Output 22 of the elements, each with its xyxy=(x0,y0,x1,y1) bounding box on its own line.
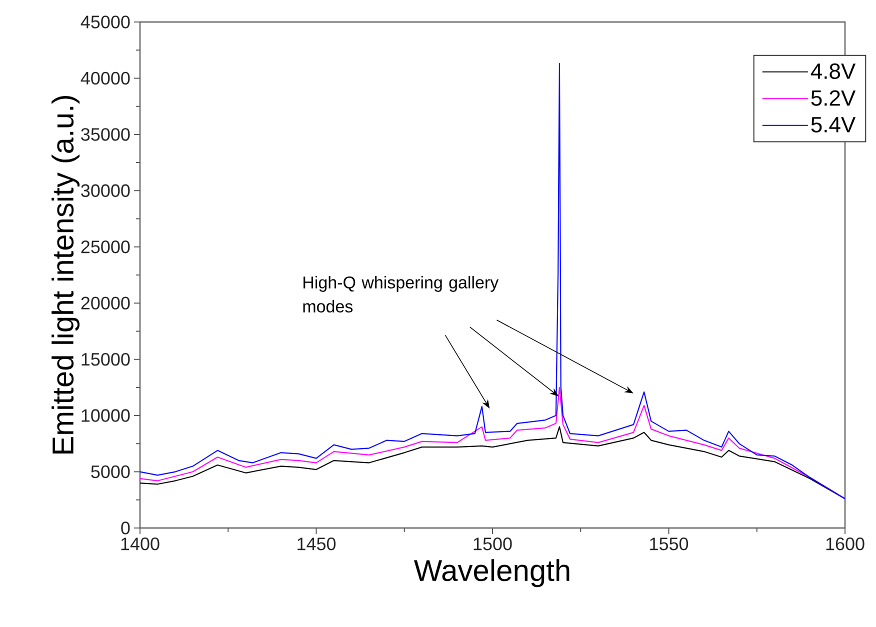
x-tick-label: 1500 xyxy=(474,538,512,550)
x-tick-label: 1400 xyxy=(121,538,160,550)
y-tick-label: 35000 xyxy=(81,128,130,141)
y-tick-label: 20000 xyxy=(81,296,130,310)
y-tick-label: 45000 xyxy=(80,16,130,28)
y-tick-label: 5000 xyxy=(91,465,130,478)
y-tick-label: 15000 xyxy=(82,352,130,366)
y-tick-label: 30000 xyxy=(81,184,130,198)
x-tick-label: 1550 xyxy=(650,538,688,550)
y-tick-label: 25000 xyxy=(81,240,130,254)
annotation: High-Q whispering gallery modes xyxy=(303,276,499,312)
legend-label: 5.4V xyxy=(811,117,856,132)
y-tick-label: 0 xyxy=(121,522,130,534)
y-tick-label: 10000 xyxy=(82,409,130,422)
x-axis-title: Wavelength xyxy=(414,559,570,588)
y-axis-title: Emitted light intensity (a.u.) xyxy=(52,96,80,454)
line-series xyxy=(140,426,846,500)
x-tick-label: 1450 xyxy=(298,538,336,550)
x-tick-label: 1600 xyxy=(826,538,864,550)
legend-label: 4.8V xyxy=(810,63,856,79)
legend-label: 5.2V xyxy=(811,90,856,106)
y-tick-label: 40000 xyxy=(80,72,130,85)
